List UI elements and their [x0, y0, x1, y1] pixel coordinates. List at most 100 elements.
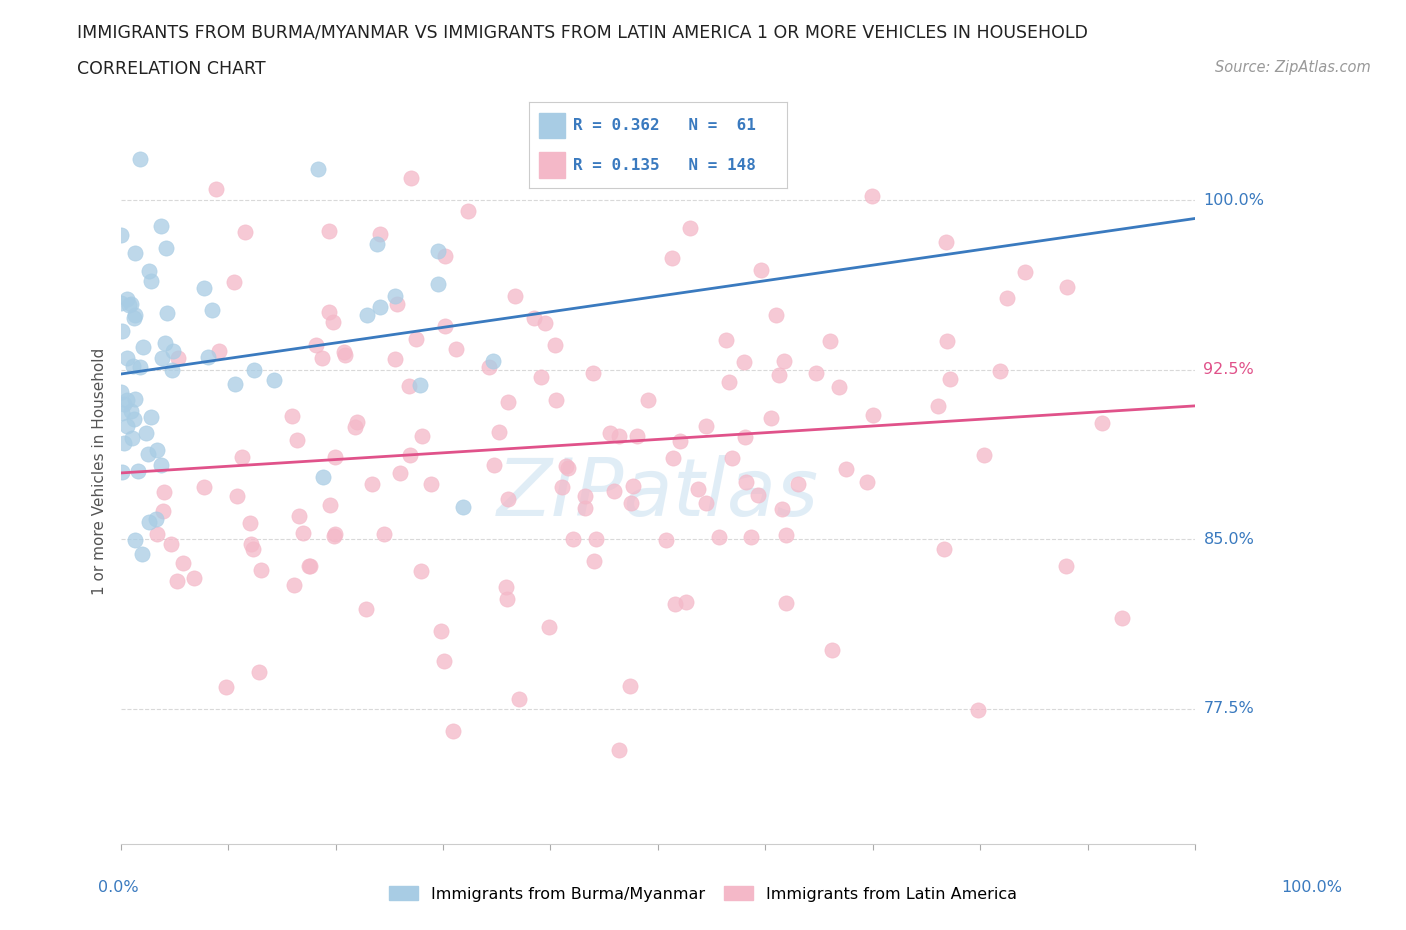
Point — [637, 392, 659, 407]
Point — [243, 363, 266, 378]
Point — [441, 724, 464, 738]
Point — [398, 379, 420, 393]
Point — [770, 501, 793, 516]
Point — [162, 344, 184, 359]
Point — [675, 594, 697, 609]
Point — [607, 742, 630, 757]
Point — [661, 250, 683, 265]
Point — [129, 360, 152, 375]
Point — [603, 484, 626, 498]
Point — [156, 306, 179, 321]
Point — [773, 353, 796, 368]
Point — [626, 429, 648, 444]
Point — [226, 488, 249, 503]
Point — [305, 338, 328, 352]
Point — [679, 221, 702, 236]
Point — [215, 680, 238, 695]
Point — [828, 379, 851, 394]
Text: 100.0%: 100.0% — [1282, 880, 1343, 895]
Point — [368, 227, 391, 242]
Point — [1111, 611, 1133, 626]
Point — [343, 419, 366, 434]
Point — [938, 371, 960, 386]
Point — [734, 429, 756, 444]
Point — [932, 542, 955, 557]
Point — [307, 162, 329, 177]
Point — [129, 152, 152, 166]
Point — [389, 466, 412, 481]
Point — [733, 354, 755, 369]
Point — [488, 424, 510, 439]
Point — [346, 415, 368, 430]
Point — [172, 555, 194, 570]
Point — [523, 311, 546, 325]
Point — [574, 488, 596, 503]
Point — [111, 324, 134, 339]
Point — [115, 392, 138, 407]
Point — [110, 405, 132, 420]
Point — [818, 333, 841, 348]
Point — [138, 263, 160, 278]
Point — [111, 464, 134, 479]
Point — [761, 411, 783, 426]
Point — [356, 307, 378, 322]
Point — [862, 408, 884, 423]
Point — [167, 351, 190, 365]
Point — [132, 339, 155, 354]
Point — [399, 170, 422, 185]
Point — [749, 263, 772, 278]
Point — [117, 351, 139, 365]
Point — [765, 308, 787, 323]
Point — [242, 542, 264, 557]
Point — [166, 574, 188, 589]
Point — [557, 460, 579, 475]
Point — [240, 536, 263, 551]
Point — [835, 461, 858, 476]
Point — [152, 504, 174, 519]
Point — [935, 333, 957, 348]
Point — [718, 374, 741, 389]
Point — [669, 433, 692, 448]
Point — [409, 564, 432, 578]
Point — [135, 426, 157, 441]
Point — [373, 526, 395, 541]
Point — [582, 553, 605, 568]
Point — [160, 363, 183, 378]
Point — [529, 369, 551, 384]
Point — [482, 458, 505, 472]
Point — [124, 532, 146, 547]
Point — [311, 350, 333, 365]
Text: CORRELATION CHART: CORRELATION CHART — [77, 60, 266, 78]
Point — [124, 308, 146, 323]
Point — [387, 296, 409, 311]
Y-axis label: 1 or more Vehicles in Household: 1 or more Vehicles in Household — [93, 348, 107, 595]
Point — [298, 559, 321, 574]
Point — [747, 488, 769, 503]
Point — [146, 442, 169, 457]
Point — [427, 277, 450, 292]
Point — [155, 335, 177, 350]
Point — [551, 480, 574, 495]
Text: Source: ZipAtlas.com: Source: ZipAtlas.com — [1215, 60, 1371, 75]
Point — [574, 500, 596, 515]
Point — [457, 204, 479, 219]
Point — [138, 515, 160, 530]
Point — [544, 392, 567, 407]
Point — [159, 537, 181, 551]
Point — [333, 344, 356, 359]
Point — [193, 281, 215, 296]
Point — [544, 338, 567, 352]
Point — [249, 563, 271, 578]
Point — [821, 643, 844, 658]
Point — [150, 458, 173, 472]
Point — [110, 384, 132, 399]
Text: 92.5%: 92.5% — [1204, 363, 1254, 378]
Point — [496, 492, 519, 507]
Point — [121, 431, 143, 445]
Point — [620, 496, 643, 511]
Point — [124, 246, 146, 260]
Point — [146, 527, 169, 542]
Point — [205, 182, 228, 197]
Point — [124, 411, 146, 426]
Point — [193, 479, 215, 494]
